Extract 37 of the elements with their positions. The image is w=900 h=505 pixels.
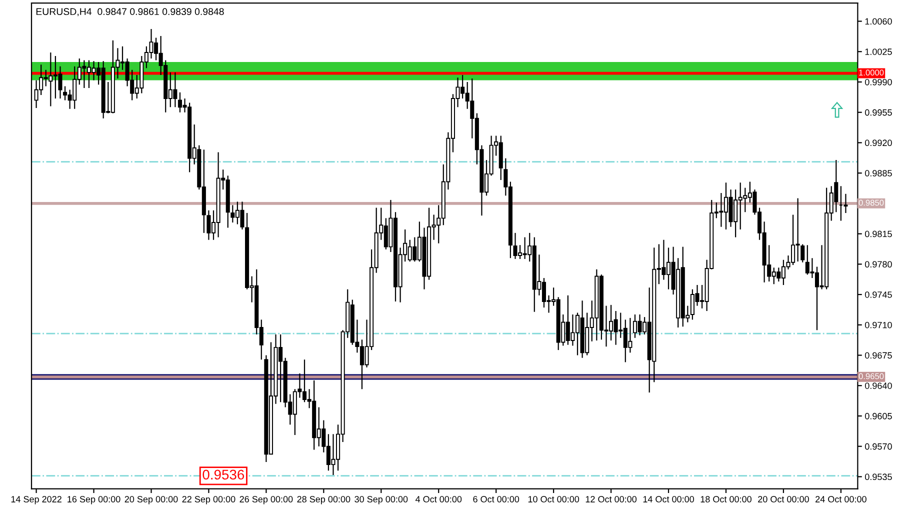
x-tick-label: 6 Oct 00:00 [473, 496, 520, 502]
ref-line-label: 0.9850 [858, 200, 884, 206]
y-tick-label: 0.9640 [864, 382, 892, 389]
y-tick-label: 1.0025 [865, 48, 892, 55]
y-tick-label: 0.9745 [864, 291, 892, 298]
x-tick-label: 14 Oct 00:00 [643, 496, 694, 502]
x-tick-label: 20 Sep 00:00 [124, 496, 178, 504]
x-tick-label: 16 Sep 00:00 [68, 496, 120, 504]
x-tick-label: 18 Oct 00:00 [700, 496, 752, 502]
ref-line-label: 0.9536 [202, 470, 244, 480]
y-tick-label: 0.9815 [864, 230, 892, 238]
y-tick-label: 0.9920 [864, 140, 892, 146]
x-tick-label: 20 Oct 00:00 [758, 496, 809, 502]
chart-title: EURUSD,H4 0.9847 0.9861 0.9839 0.9848 [36, 8, 224, 16]
x-tick-label: 12 Oct 00:00 [586, 496, 637, 502]
candlestick [800, 244, 805, 263]
y-tick-label: 0.9570 [864, 443, 892, 450]
y-tick-label: 0.9780 [864, 261, 892, 268]
y-tick-label: 1.0060 [865, 18, 892, 25]
x-tick-label: 28 Sep 00:00 [297, 496, 350, 504]
y-tick-label: 0.9885 [864, 170, 892, 176]
x-tick-label: 10 Oct 00:00 [528, 496, 580, 502]
ref-line-label: 0.9650 [858, 373, 884, 380]
x-tick-label: 24 Oct 00:00 [816, 496, 866, 502]
x-tick-label: 4 Oct 00:00 [415, 496, 462, 502]
x-tick-label: 14 Sep 2022 [11, 496, 62, 504]
x-tick-label: 30 Sep 00:00 [354, 496, 408, 504]
y-tick-label: 0.9675 [864, 352, 892, 359]
y-tick-label: 0.9955 [864, 109, 892, 116]
ref-line-label: 1.0000 [859, 70, 884, 76]
x-tick-label: 26 Sep 00:00 [240, 496, 293, 504]
y-tick-label: 0.9605 [864, 412, 892, 420]
y-tick-label: 0.9710 [864, 322, 892, 328]
candlestick [844, 193, 848, 214]
y-tick-label: 0.9535 [864, 474, 892, 480]
x-tick-label: 22 Sep 00:00 [182, 496, 236, 504]
y-tick-label: 0.9990 [864, 78, 892, 86]
